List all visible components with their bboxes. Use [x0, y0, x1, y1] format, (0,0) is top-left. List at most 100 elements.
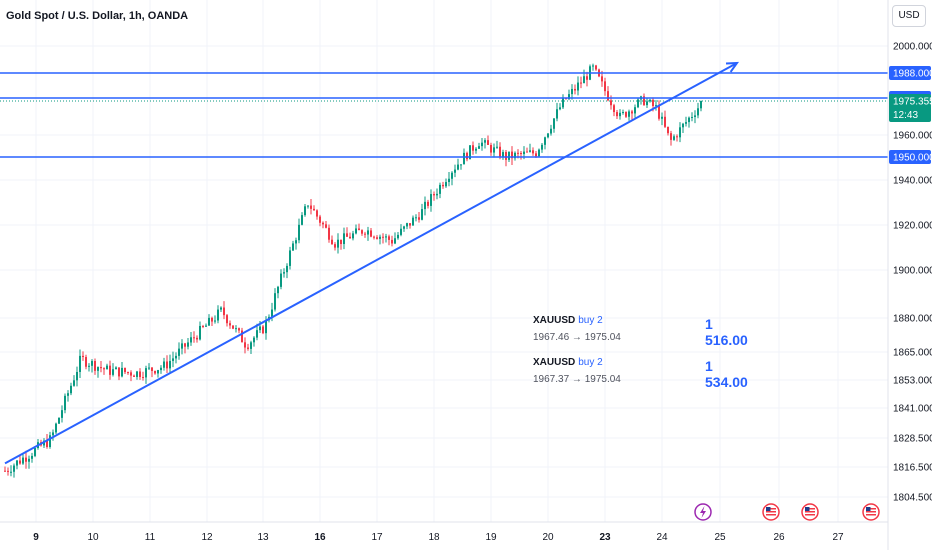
- current-price-text: 1975.355: [893, 97, 932, 108]
- event-markers[interactable]: [694, 503, 880, 521]
- candle: [334, 242, 336, 251]
- trade-item[interactable]: XAUUSD buy 2 1967.46 → 1975.04 1 516.00: [533, 310, 753, 352]
- candle: [511, 146, 513, 165]
- us-flag-icon[interactable]: [862, 503, 880, 521]
- trade-side: buy 2: [578, 315, 603, 326]
- candle: [379, 234, 381, 245]
- time-tick-label: 24: [656, 532, 668, 543]
- candle: [472, 141, 474, 155]
- price-tick-label: 2000.000: [893, 42, 932, 53]
- candle: [346, 227, 348, 237]
- candle: [364, 231, 366, 238]
- candle: [400, 224, 402, 237]
- candles: [4, 63, 702, 478]
- time-tick-label: 27: [832, 532, 844, 543]
- price-tick-label: 1816.500: [893, 463, 932, 474]
- candle: [211, 316, 213, 327]
- candle: [415, 214, 417, 222]
- candle: [223, 301, 225, 320]
- candle: [442, 181, 444, 189]
- candle: [634, 104, 636, 118]
- candle: [331, 235, 333, 245]
- candle: [94, 358, 96, 375]
- us-flag-icon[interactable]: [801, 503, 819, 521]
- trade-symbol: XAUUSD: [533, 315, 576, 326]
- candle: [322, 221, 324, 229]
- candle: [628, 109, 630, 121]
- candle: [625, 111, 627, 118]
- lightning-icon[interactable]: [694, 503, 712, 521]
- candle: [622, 109, 624, 115]
- candle: [430, 189, 432, 212]
- time-axis[interactable]: 9 10 11 12 13 16 17 18 19 20 23 24 25 26 27: [33, 532, 844, 543]
- candle: [484, 138, 486, 149]
- candle: [373, 235, 375, 240]
- candle: [412, 215, 414, 226]
- candle: [457, 158, 459, 171]
- candle: [526, 147, 528, 153]
- time-tick-label: 25: [714, 532, 726, 543]
- candle: [103, 367, 105, 375]
- candle: [451, 171, 453, 186]
- candle: [667, 126, 669, 136]
- candle: [352, 230, 354, 241]
- candle: [196, 335, 198, 343]
- candle: [82, 351, 84, 361]
- trendline-segment[interactable]: [4, 62, 738, 465]
- candle: [175, 352, 177, 364]
- price-tick-label: 1841.000: [893, 404, 932, 415]
- price-tick-label: 1920.000: [893, 221, 932, 232]
- candle: [160, 365, 162, 374]
- price-tick-label: 1960.000: [893, 131, 932, 142]
- candle: [163, 357, 165, 371]
- candle: [514, 151, 516, 161]
- candle: [295, 237, 297, 250]
- level-price-label[interactable]: 1988.000: [889, 66, 932, 80]
- candle: [406, 222, 408, 230]
- candle: [571, 84, 573, 100]
- candle: [127, 371, 129, 375]
- price-tick-label: 1828.500: [893, 434, 932, 445]
- candle: [178, 342, 180, 360]
- trade-side: buy 2: [578, 357, 603, 368]
- candle: [148, 363, 150, 370]
- candle: [79, 349, 81, 379]
- candle: [520, 151, 522, 160]
- candle: [328, 224, 330, 243]
- candle: [217, 305, 219, 324]
- us-flag-icon[interactable]: [762, 503, 780, 521]
- price-axis[interactable]: 2000.000 1960.000 1940.000 1920.000 1900.000…: [889, 42, 932, 504]
- trade-amount: 1 516.00: [705, 316, 748, 348]
- chart-grid: [0, 0, 888, 522]
- candle: [139, 368, 141, 380]
- candle: [445, 178, 447, 188]
- candle: [187, 338, 189, 350]
- candle: [580, 76, 582, 89]
- candle: [403, 225, 405, 232]
- svg-text:1988.000: 1988.000: [893, 69, 932, 80]
- currency-button[interactable]: USD: [892, 5, 926, 27]
- candle: [697, 102, 699, 119]
- candle: [637, 98, 639, 109]
- candle: [10, 465, 12, 477]
- candle: [340, 239, 342, 250]
- candle: [151, 367, 153, 378]
- candle: [49, 431, 51, 449]
- candle: [460, 164, 462, 170]
- trade-item[interactable]: XAUUSD buy 2 1967.37 → 1975.04 1 534.00: [533, 352, 753, 394]
- level-price-label[interactable]: 1950.000: [889, 150, 932, 164]
- time-tick-label: 9: [33, 532, 39, 543]
- candle: [370, 228, 372, 238]
- candle: [676, 134, 678, 142]
- candle: [274, 288, 276, 312]
- candle: [607, 86, 609, 102]
- candle: [292, 240, 294, 252]
- candle: [283, 268, 285, 278]
- candle: [358, 223, 360, 231]
- candle: [67, 390, 69, 402]
- trendline[interactable]: [4, 61, 740, 465]
- candle: [502, 149, 504, 160]
- time-tick-label: 11: [145, 532, 156, 543]
- candle: [694, 110, 696, 124]
